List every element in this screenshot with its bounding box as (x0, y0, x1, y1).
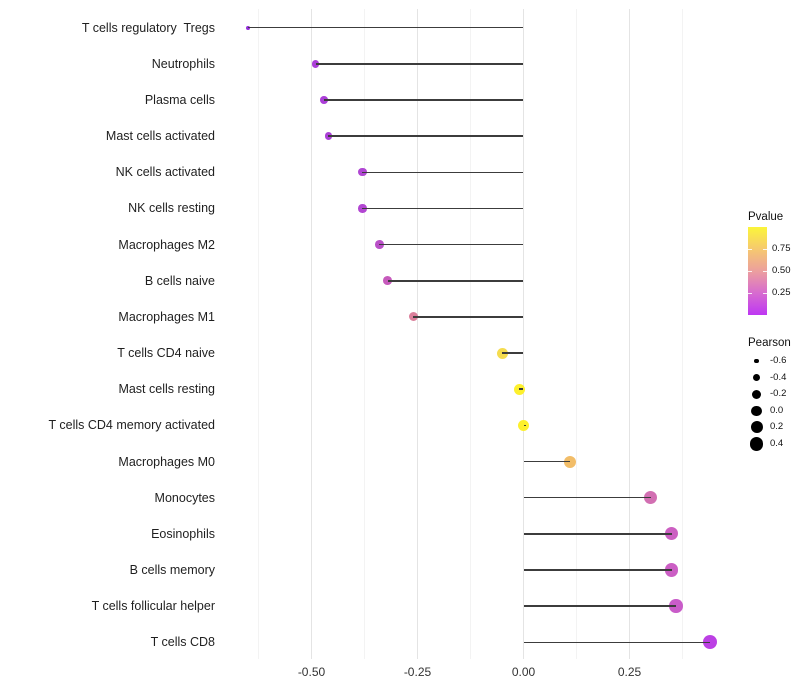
y-axis-label: Mast cells activated (105, 129, 215, 144)
gridline-minor (258, 9, 259, 659)
pearson-legend-dot (751, 405, 762, 417)
colorbar-tick (763, 271, 767, 272)
data-point (564, 455, 577, 468)
colorbar-tick-label: 0.75 (772, 243, 791, 254)
gridline-major (417, 9, 418, 659)
stem-line (315, 63, 524, 65)
gridline-minor (470, 9, 471, 659)
data-point (245, 25, 251, 30)
data-point (665, 563, 679, 577)
stem-line (328, 135, 524, 137)
y-axis-label: Plasma cells (144, 93, 215, 107)
pearson-legend-label: -0.2 (770, 388, 787, 400)
colorbar-tick (763, 293, 767, 294)
pearson-legend-label: -0.6 (770, 355, 787, 366)
x-axis-tick-label: -0.50 (297, 665, 326, 679)
stem-line (247, 26, 524, 29)
x-axis-tick-label: -0.25 (403, 665, 432, 679)
data-point (517, 419, 530, 431)
stem-line (523, 641, 711, 643)
gridline-minor (682, 9, 683, 659)
stem-line (502, 352, 524, 354)
data-point (320, 96, 328, 104)
stem-line (387, 280, 524, 282)
data-point (383, 276, 393, 286)
stem-line (362, 171, 524, 174)
data-point (669, 599, 683, 613)
pearson-legend-label: 0.4 (770, 438, 784, 449)
pearson-legend-dot (750, 421, 763, 434)
stem-line (523, 496, 651, 499)
pvalue-legend-title: Pvalue (748, 211, 784, 223)
stem-line (324, 99, 524, 101)
data-point (358, 204, 367, 213)
stem-line (413, 316, 524, 318)
data-point (312, 60, 320, 68)
data-point (703, 635, 718, 650)
x-axis-tick-label: 0.00 (511, 665, 536, 679)
pearson-legend-label: 0.2 (770, 421, 784, 433)
pearson-legend-dot (752, 389, 761, 399)
pearson-legend-title: Pearson (748, 337, 791, 349)
y-axis-label: NK cells resting (128, 201, 215, 216)
colorbar-tick (748, 293, 752, 294)
x-axis-tick-label: 0.25 (617, 665, 642, 679)
stem-line (362, 207, 524, 210)
gridline-major (311, 9, 312, 659)
y-axis-label: Mast cells resting (118, 382, 215, 397)
y-axis-label: Macrophages M0 (118, 454, 215, 469)
gridline-minor (576, 9, 577, 659)
colorbar-tick-label: 0.25 (772, 287, 791, 298)
y-axis-label: NK cells activated (115, 165, 215, 180)
data-point (644, 491, 658, 505)
y-axis-label: T cells follicular helper (91, 599, 215, 614)
y-axis-label: B cells memory (129, 562, 215, 577)
y-axis-label: Macrophages M1 (118, 309, 215, 324)
pearson-legend-label: 0.0 (770, 404, 784, 416)
pearson-legend-dot (749, 437, 764, 451)
stem-line (523, 460, 571, 463)
y-axis-label: T cells CD4 naive (117, 346, 215, 361)
gridline-minor (364, 9, 365, 659)
y-axis-label: T cells CD8 (150, 635, 215, 650)
gridline-major (523, 9, 524, 659)
colorbar-tick (748, 249, 752, 250)
gridline-major (629, 9, 630, 659)
data-point (665, 527, 679, 541)
pearson-legend-label: -0.4 (770, 371, 787, 383)
stem-line (523, 533, 672, 535)
y-axis-label: Monocytes (154, 490, 215, 505)
data-point (358, 168, 367, 177)
y-axis-label: Neutrophils (151, 56, 215, 71)
y-axis-label: Eosinophils (151, 526, 215, 541)
y-axis-label: T cells CD4 memory activated (48, 418, 216, 433)
colorbar-tick (763, 249, 767, 250)
colorbar-tick-label: 0.50 (772, 265, 791, 276)
y-axis-label: B cells naive (144, 273, 215, 288)
pearson-legend-dot (754, 358, 759, 364)
stem-line (523, 424, 526, 427)
y-axis-label: T cells regulatory Tregs (81, 20, 215, 35)
pvalue-colorbar (748, 227, 767, 315)
pearson-legend-dot (752, 374, 761, 382)
stem-line (379, 243, 524, 246)
stem-line (523, 605, 677, 607)
stem-line (523, 569, 672, 571)
y-axis-label: Macrophages M2 (118, 237, 215, 252)
stem-line (519, 388, 524, 390)
colorbar-tick (748, 271, 752, 272)
